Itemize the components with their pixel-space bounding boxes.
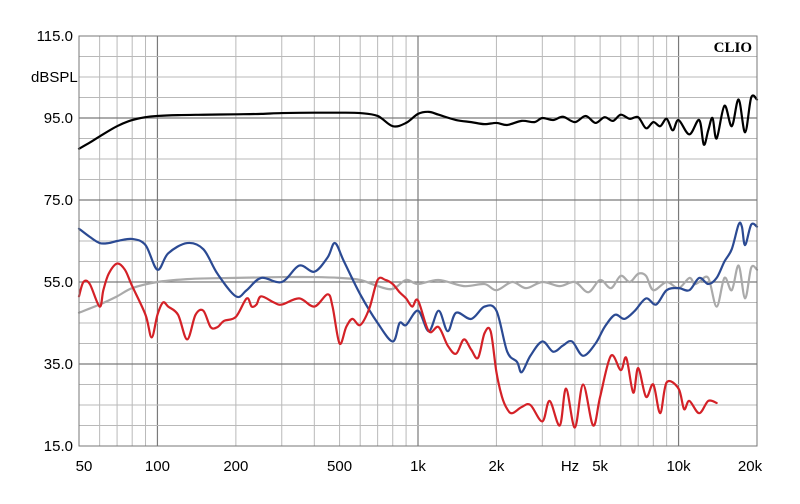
- y-tick-label: 95.0: [44, 110, 73, 127]
- brand-label: CLIO: [714, 40, 752, 56]
- x-tick-label: 200: [223, 458, 248, 475]
- tick-labels: 15.0 35.0 55.0 75.0 95.0 115.0 50 100 200 500 1k 2k…: [37, 28, 763, 475]
- y-tick-label: 35.0: [44, 356, 73, 373]
- y-axis-title: dBSPL: [31, 69, 78, 86]
- x-axis-unit: Hz: [561, 458, 579, 475]
- grid: [79, 36, 757, 446]
- x-tick-label: 100: [145, 458, 170, 475]
- x-tick-label: 2k: [489, 458, 505, 475]
- y-tick-label: 55.0: [44, 274, 73, 291]
- x-tick-label: 50: [76, 458, 93, 475]
- x-tick-label: 500: [327, 458, 352, 475]
- series-line-1: [77, 94, 759, 150]
- x-tick-label: 10k: [666, 458, 691, 475]
- series-line-2: [77, 221, 759, 374]
- y-tick-label: 15.0: [44, 438, 73, 455]
- plot-frame: [78, 35, 758, 447]
- series-line-3: [77, 264, 759, 314]
- x-tick-label: 1k: [410, 458, 426, 475]
- y-tick-label: 75.0: [44, 192, 73, 209]
- x-tick-label: 5k: [592, 458, 608, 475]
- x-tick-label: 20k: [738, 458, 763, 475]
- y-tick-label: 115.0: [37, 28, 73, 45]
- series-line-4: [77, 262, 718, 429]
- series-layer: [77, 94, 759, 429]
